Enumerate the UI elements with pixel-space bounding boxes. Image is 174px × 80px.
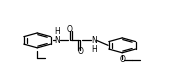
Text: N: N xyxy=(55,36,60,45)
Text: O: O xyxy=(67,25,73,34)
Text: H: H xyxy=(91,45,97,54)
Text: N: N xyxy=(91,36,97,45)
Text: O: O xyxy=(119,55,125,64)
Text: O: O xyxy=(77,47,83,56)
Text: H: H xyxy=(55,27,60,36)
